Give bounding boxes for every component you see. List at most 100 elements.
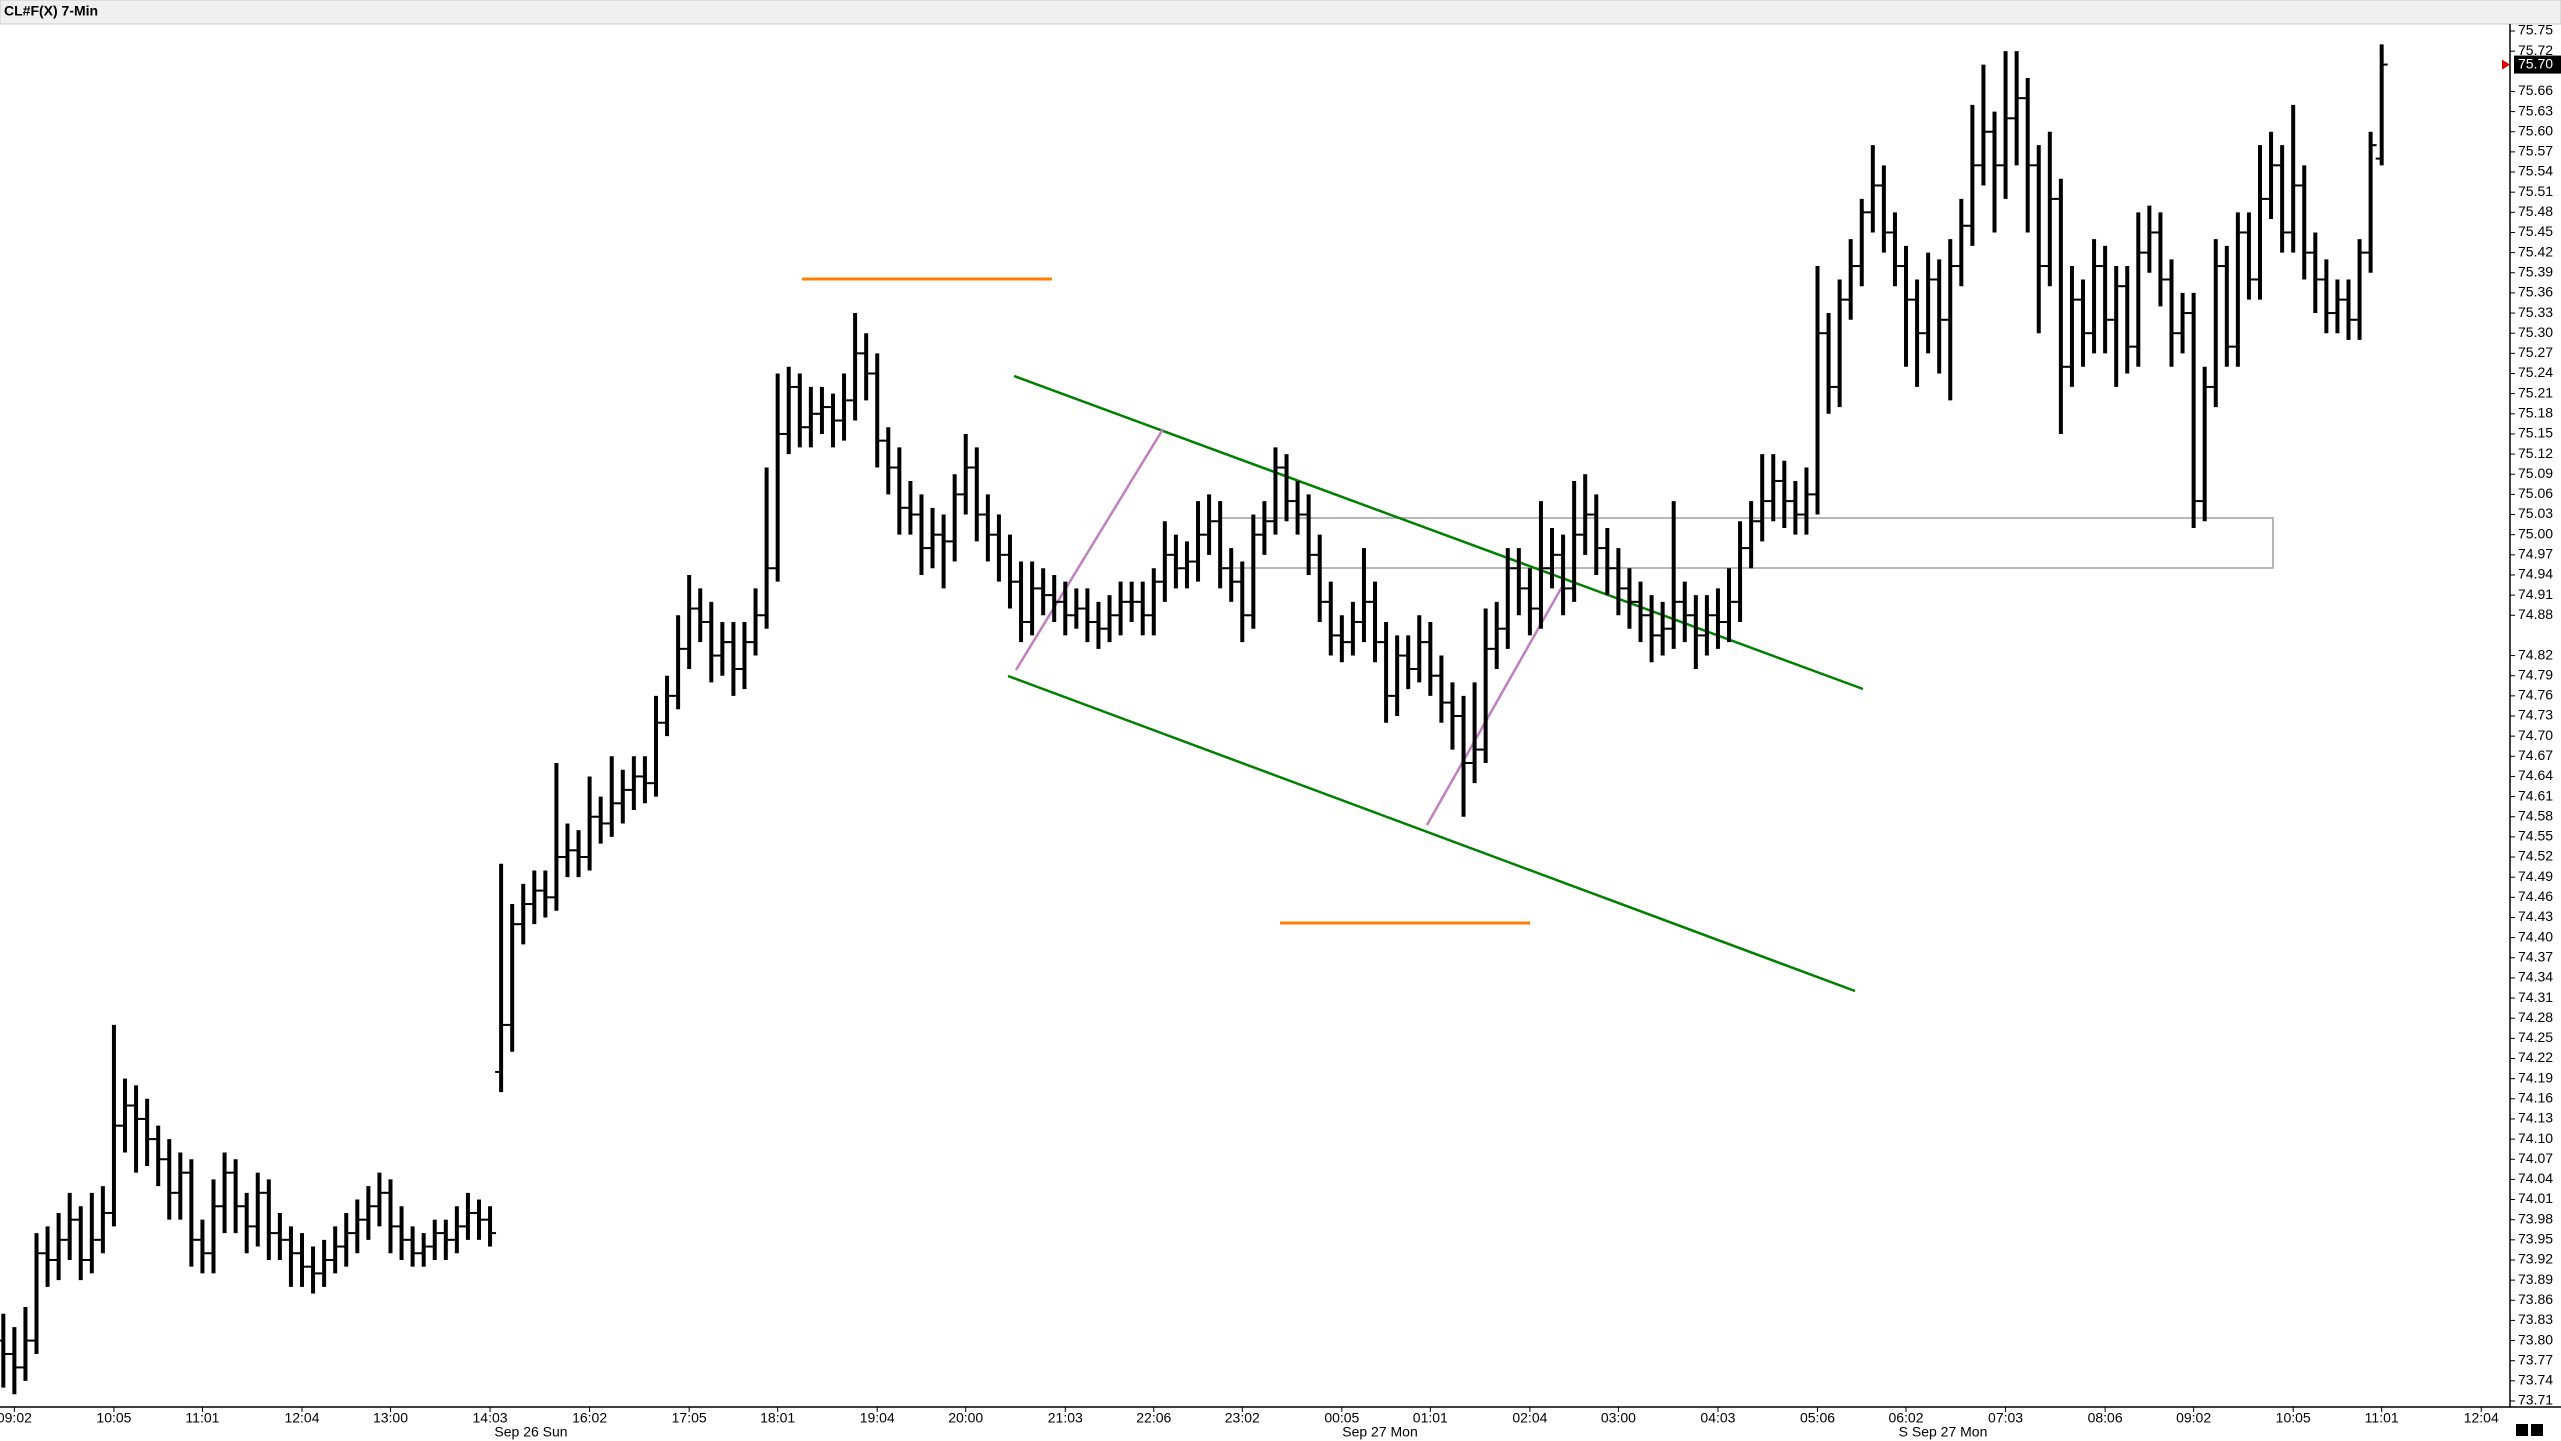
y-tick-label: 74.61 bbox=[2518, 787, 2553, 803]
x-tick-label: 01:01 bbox=[1413, 1410, 1448, 1426]
y-tick-label: 73.92 bbox=[2518, 1251, 2553, 1267]
y-tick-label: 75.30 bbox=[2518, 324, 2553, 340]
y-tick-label: 75.75 bbox=[2518, 22, 2553, 38]
y-tick-label: 75.06 bbox=[2518, 485, 2553, 501]
y-tick-label: 74.43 bbox=[2518, 908, 2553, 924]
x-tick-label: 13:00 bbox=[373, 1410, 408, 1426]
y-tick-label: 75.24 bbox=[2518, 364, 2553, 380]
x-tick-label: 16:02 bbox=[572, 1410, 607, 1426]
y-tick-label: 73.71 bbox=[2518, 1392, 2553, 1408]
y-tick-label: 75.57 bbox=[2518, 143, 2553, 159]
swing-line bbox=[1014, 428, 1165, 671]
date-label: Sep 26 Sun bbox=[494, 1424, 567, 1440]
chart-title: CL#F(X) 7-Min bbox=[4, 3, 98, 19]
y-tick-label: 75.72 bbox=[2518, 42, 2553, 58]
y-tick-label: 74.49 bbox=[2518, 868, 2553, 884]
y-tick-label: 75.27 bbox=[2518, 344, 2553, 360]
y-tick-label: 75.15 bbox=[2518, 425, 2553, 441]
y-tick-label: 73.77 bbox=[2518, 1351, 2553, 1367]
x-tick-label: 20:00 bbox=[948, 1410, 983, 1426]
last-price-label: 75.70 bbox=[2518, 55, 2553, 71]
x-tick-label: 03:00 bbox=[1601, 1410, 1636, 1426]
x-tick-label: 21:03 bbox=[1048, 1410, 1083, 1426]
y-tick-label: 74.58 bbox=[2518, 807, 2553, 823]
y-tick-label: 75.21 bbox=[2518, 384, 2553, 400]
x-tick-label: 18:01 bbox=[760, 1410, 795, 1426]
y-tick-label: 75.48 bbox=[2518, 203, 2553, 219]
y-tick-label: 75.45 bbox=[2518, 223, 2553, 239]
y-tick-label: 74.37 bbox=[2518, 948, 2553, 964]
x-tick-label: 11:01 bbox=[2365, 1410, 2399, 1426]
y-tick-label: 73.89 bbox=[2518, 1271, 2553, 1287]
y-tick-label: 74.01 bbox=[2518, 1190, 2553, 1206]
y-tick-label: 74.52 bbox=[2518, 848, 2553, 864]
y-tick-label: 74.73 bbox=[2518, 707, 2553, 723]
x-tick-label: 04:03 bbox=[1700, 1410, 1735, 1426]
y-tick-label: 74.46 bbox=[2518, 888, 2553, 904]
y-tick-label: 74.55 bbox=[2518, 828, 2553, 844]
y-tick-label: 74.19 bbox=[2518, 1069, 2553, 1085]
last-price-arrow bbox=[2502, 59, 2510, 70]
x-tick-label: 17:05 bbox=[672, 1410, 707, 1426]
corner-icon bbox=[2531, 1424, 2543, 1436]
x-tick-label: 19:04 bbox=[860, 1410, 895, 1426]
y-tick-label: 75.00 bbox=[2518, 525, 2553, 541]
y-tick-label: 74.34 bbox=[2518, 969, 2553, 985]
date-label: S Sep 27 Mon bbox=[1899, 1424, 1988, 1440]
y-tick-label: 73.74 bbox=[2518, 1372, 2553, 1388]
y-tick-label: 74.07 bbox=[2518, 1150, 2553, 1166]
y-tick-label: 74.16 bbox=[2518, 1089, 2553, 1105]
y-tick-label: 75.09 bbox=[2518, 465, 2553, 481]
y-tick-label: 75.60 bbox=[2518, 122, 2553, 138]
x-tick-label: 09:02 bbox=[0, 1410, 32, 1426]
x-tick-label: 09:02 bbox=[2176, 1410, 2211, 1426]
y-tick-label: 74.31 bbox=[2518, 989, 2553, 1005]
y-tick-label: 74.10 bbox=[2518, 1130, 2553, 1146]
y-tick-label: 74.79 bbox=[2518, 666, 2553, 682]
y-tick-label: 74.82 bbox=[2518, 646, 2553, 662]
x-tick-label: 07:03 bbox=[1988, 1410, 2023, 1426]
y-tick-label: 75.36 bbox=[2518, 284, 2553, 300]
y-tick-label: 73.98 bbox=[2518, 1210, 2553, 1226]
x-tick-label: 23:02 bbox=[1225, 1410, 1260, 1426]
y-tick-label: 74.97 bbox=[2518, 546, 2553, 562]
x-tick-label: 02:04 bbox=[1512, 1410, 1547, 1426]
y-tick-label: 74.94 bbox=[2518, 566, 2553, 582]
corner-icon bbox=[2516, 1424, 2528, 1436]
y-tick-label: 75.12 bbox=[2518, 445, 2553, 461]
x-tick-label: 22:06 bbox=[1136, 1410, 1171, 1426]
channel-line bbox=[1013, 374, 1864, 691]
title-bar bbox=[0, 0, 2561, 25]
x-tick-label: 12:04 bbox=[284, 1410, 319, 1426]
x-tick-label: 05:06 bbox=[1800, 1410, 1835, 1426]
y-tick-label: 74.67 bbox=[2518, 747, 2553, 763]
x-tick-label: 10:05 bbox=[96, 1410, 131, 1426]
y-tick-label: 74.88 bbox=[2518, 606, 2553, 622]
x-tick-label: 00:05 bbox=[1324, 1410, 1359, 1426]
y-tick-label: 75.66 bbox=[2518, 82, 2553, 98]
y-tick-label: 75.63 bbox=[2518, 102, 2553, 118]
y-tick-label: 73.80 bbox=[2518, 1331, 2553, 1347]
y-tick-label: 74.64 bbox=[2518, 767, 2553, 783]
y-tick-label: 75.18 bbox=[2518, 404, 2553, 420]
y-tick-label: 74.76 bbox=[2518, 687, 2553, 703]
y-tick-label: 75.03 bbox=[2518, 505, 2553, 521]
x-tick-label: 14:03 bbox=[473, 1410, 508, 1426]
x-tick-label: 06:02 bbox=[1888, 1410, 1923, 1426]
y-tick-label: 75.39 bbox=[2518, 263, 2553, 279]
y-tick-label: 73.83 bbox=[2518, 1311, 2553, 1327]
y-tick-label: 74.25 bbox=[2518, 1029, 2553, 1045]
y-tick-label: 74.28 bbox=[2518, 1009, 2553, 1025]
date-label: Sep 27 Mon bbox=[1342, 1424, 1418, 1440]
y-tick-label: 74.04 bbox=[2518, 1170, 2553, 1186]
y-tick-label: 75.51 bbox=[2518, 183, 2553, 199]
x-tick-label: 11:01 bbox=[185, 1410, 219, 1426]
last-price-box bbox=[2514, 55, 2561, 74]
y-tick-label: 74.91 bbox=[2518, 586, 2553, 602]
y-tick-label: 74.22 bbox=[2518, 1049, 2553, 1065]
y-tick-label: 73.95 bbox=[2518, 1231, 2553, 1247]
y-tick-label: 74.70 bbox=[2518, 727, 2553, 743]
